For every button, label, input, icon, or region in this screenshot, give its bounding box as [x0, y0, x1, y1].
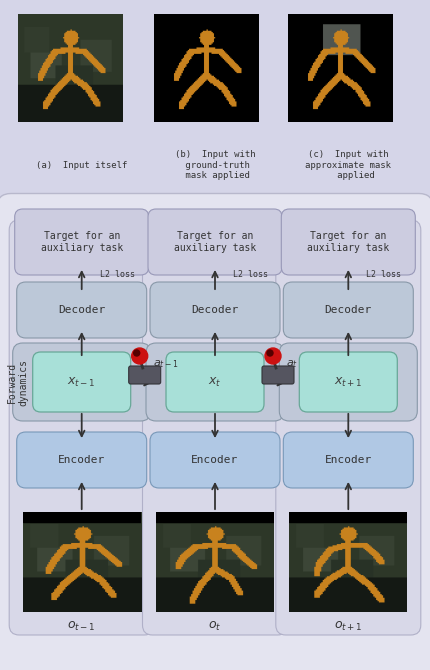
FancyBboxPatch shape: [0, 194, 430, 670]
Text: L2 loss: L2 loss: [233, 270, 268, 279]
FancyBboxPatch shape: [15, 209, 149, 275]
Text: Target for an
auxiliary task: Target for an auxiliary task: [174, 231, 256, 253]
Text: $o_t$: $o_t$: [208, 620, 222, 632]
Text: Decoder: Decoder: [325, 305, 372, 315]
Text: Target for an
auxiliary task: Target for an auxiliary task: [40, 231, 123, 253]
FancyBboxPatch shape: [283, 282, 413, 338]
FancyBboxPatch shape: [148, 209, 282, 275]
FancyBboxPatch shape: [129, 366, 161, 384]
FancyBboxPatch shape: [150, 282, 280, 338]
Text: L2 loss: L2 loss: [100, 270, 135, 279]
Text: Target for an
auxiliary task: Target for an auxiliary task: [307, 231, 390, 253]
Text: (c)  Input with
approximate mask
   applied: (c) Input with approximate mask applied: [305, 150, 391, 180]
Circle shape: [267, 350, 273, 356]
FancyBboxPatch shape: [166, 352, 264, 412]
FancyBboxPatch shape: [9, 220, 154, 635]
FancyBboxPatch shape: [17, 432, 147, 488]
FancyBboxPatch shape: [283, 432, 413, 488]
Bar: [23, 512, 141, 522]
Circle shape: [132, 348, 147, 364]
FancyBboxPatch shape: [13, 343, 150, 421]
Text: Forward
dynamics: Forward dynamics: [7, 358, 29, 405]
Text: Decoder: Decoder: [191, 305, 239, 315]
FancyBboxPatch shape: [17, 282, 147, 338]
Text: Decoder: Decoder: [58, 305, 105, 315]
Circle shape: [265, 348, 281, 364]
FancyBboxPatch shape: [280, 343, 417, 421]
Text: $x_{t+1}$: $x_{t+1}$: [334, 375, 362, 389]
Text: Encoder: Encoder: [325, 455, 372, 465]
FancyBboxPatch shape: [142, 220, 288, 635]
Bar: [289, 512, 407, 522]
FancyBboxPatch shape: [33, 352, 131, 412]
Text: $x_{t-1}$: $x_{t-1}$: [68, 375, 96, 389]
Text: $a_{t-1}$: $a_{t-1}$: [153, 358, 178, 370]
Text: $a_t$: $a_t$: [286, 358, 298, 370]
Circle shape: [134, 350, 140, 356]
FancyBboxPatch shape: [146, 343, 284, 421]
FancyBboxPatch shape: [150, 432, 280, 488]
FancyBboxPatch shape: [281, 209, 415, 275]
Text: (b)  Input with
 ground-truth
 mask applied: (b) Input with ground-truth mask applied: [175, 150, 255, 180]
FancyBboxPatch shape: [299, 352, 397, 412]
Text: $o_{t+1}$: $o_{t+1}$: [334, 620, 362, 632]
FancyBboxPatch shape: [0, 0, 430, 222]
FancyBboxPatch shape: [262, 366, 294, 384]
Bar: [156, 512, 274, 522]
Text: $o_{t-1}$: $o_{t-1}$: [68, 620, 96, 632]
Text: $x_t$: $x_t$: [208, 375, 222, 389]
Text: Encoder: Encoder: [58, 455, 105, 465]
Text: Encoder: Encoder: [191, 455, 239, 465]
Text: L2 loss: L2 loss: [366, 270, 401, 279]
FancyBboxPatch shape: [276, 220, 421, 635]
Text: (a)  Input itself: (a) Input itself: [36, 161, 128, 170]
